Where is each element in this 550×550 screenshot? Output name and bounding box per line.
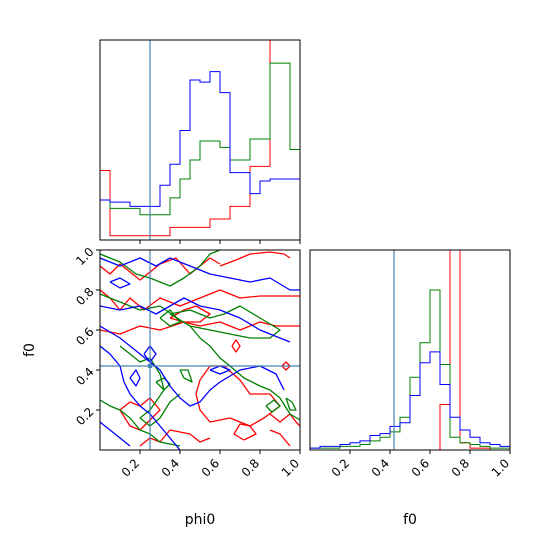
contour-phi0-f0-frame bbox=[99, 249, 301, 451]
histogram-series-1 bbox=[310, 289, 510, 449]
contour-line-2-1 bbox=[100, 297, 291, 343]
y-tick-label: 1.0 bbox=[73, 245, 96, 268]
contour-line-2-7 bbox=[209, 365, 231, 375]
contour-line-1-0 bbox=[100, 250, 221, 287]
contour-line-0-8 bbox=[233, 423, 257, 441]
y-tick-label: 0.8 bbox=[73, 285, 96, 308]
x-tick-label: 0.4 bbox=[159, 456, 182, 479]
histogram-series-2 bbox=[310, 351, 510, 449]
contour-line-0-7 bbox=[195, 365, 281, 427]
contour-line-1-6 bbox=[179, 369, 193, 383]
contour-phi0-f0-plot-area bbox=[100, 250, 300, 450]
histogram-series-1 bbox=[100, 62, 300, 216]
contour-line-2-2 bbox=[100, 325, 285, 407]
contour-line-0-5 bbox=[231, 339, 241, 353]
x-tick-label: 1.0 bbox=[489, 456, 512, 479]
x-tick-label: 0.2 bbox=[119, 456, 142, 479]
contour-line-1-4 bbox=[119, 345, 181, 427]
x-tick-label: 1.0 bbox=[279, 456, 302, 479]
x-tick-label: 0.8 bbox=[239, 456, 262, 479]
x-tick-label: 0.6 bbox=[199, 456, 222, 479]
y-tick-label: 0.2 bbox=[73, 405, 96, 428]
contour-line-0-0 bbox=[100, 289, 300, 311]
contour-line-1-5 bbox=[100, 399, 181, 447]
y-axis-label-f0: f0 bbox=[22, 343, 38, 357]
contour-line-0-12 bbox=[269, 429, 291, 447]
contour-line-2-6 bbox=[129, 369, 141, 387]
x-tick-label: 0.4 bbox=[369, 456, 392, 479]
contour-line-1-2 bbox=[169, 305, 281, 339]
x-tick-label: 0.6 bbox=[409, 456, 432, 479]
hist-phi0-panel bbox=[99, 39, 301, 244]
y-tick-label: 0.6 bbox=[73, 325, 96, 348]
x-axis-label-f0: f0 bbox=[403, 512, 417, 528]
contour-line-2-4 bbox=[100, 421, 131, 447]
contour-line-0-4 bbox=[169, 305, 211, 323]
y-tick-label: 0.4 bbox=[73, 365, 96, 388]
hist-f0-panel: 0.2 0.4 0.6 0.8 1.0 bbox=[309, 249, 512, 480]
x-tick-label: 0.2 bbox=[329, 456, 352, 479]
contour-line-2-5 bbox=[143, 345, 157, 363]
hist-phi0-plot-area bbox=[100, 40, 300, 240]
contour-line-1-3 bbox=[159, 309, 181, 327]
contour-line-2-0 bbox=[100, 257, 300, 291]
hist-phi0-frame bbox=[99, 39, 301, 241]
contour-phi0-f0-panel: 0.2 0.4 0.6 0.8 1.0 0.2 0.4 0.6 0.8 1.0 bbox=[73, 245, 302, 480]
contour-line-1-9 bbox=[285, 397, 297, 411]
histogram-series-2 bbox=[100, 71, 300, 207]
contour-line-0-3 bbox=[100, 321, 300, 335]
contour-line-1-7 bbox=[155, 377, 171, 391]
hist-f0-plot-area bbox=[310, 250, 510, 450]
contour-line-0-9 bbox=[119, 397, 161, 431]
contour-line-0-2 bbox=[219, 251, 291, 267]
contour-line-0-11 bbox=[269, 413, 300, 427]
truth-marker bbox=[148, 364, 152, 368]
hist-f0-frame bbox=[309, 249, 511, 451]
x-axis-label-phi0: phi0 bbox=[185, 512, 216, 528]
contour-line-1-8 bbox=[265, 399, 281, 413]
x-tick-label: 0.8 bbox=[449, 456, 472, 479]
contour-line-2-8 bbox=[109, 277, 131, 289]
histogram-series-0 bbox=[310, 250, 510, 450]
contour-line-2-3 bbox=[100, 345, 181, 450]
